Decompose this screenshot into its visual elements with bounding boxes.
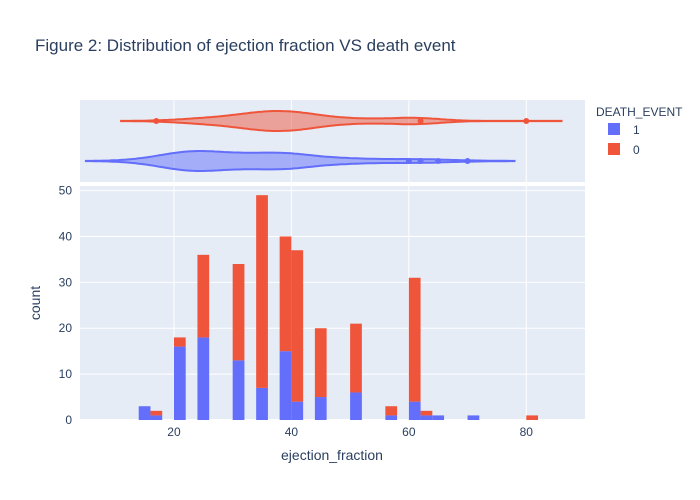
legend-swatch-1 [608, 123, 620, 135]
histogram-plot-area [80, 186, 585, 420]
violin-point-1[interactable] [417, 158, 424, 164]
x-tick-label: 40 [285, 425, 299, 439]
y-tick-labels: 0 10 20 30 40 50 [59, 184, 73, 427]
legend-label-0: 0 [633, 143, 640, 157]
violin-point-1[interactable] [435, 158, 442, 164]
bar-event-0[interactable] [279, 236, 292, 352]
violin-point-0[interactable] [523, 118, 530, 124]
legend-item-0[interactable]: 0 [608, 143, 640, 157]
bar-event-0[interactable] [350, 323, 362, 393]
bar-event-0[interactable] [173, 337, 186, 347]
bar-event-0[interactable] [408, 277, 421, 402]
x-tick-label: 60 [402, 425, 416, 439]
violin-body-1[interactable] [84, 150, 516, 172]
bar-event-1[interactable] [150, 415, 163, 420]
legend: DEATH_EVENT 1 0 [596, 105, 683, 157]
legend-label-1: 1 [633, 123, 640, 137]
legend-item-1[interactable]: 1 [608, 123, 640, 137]
violin-point-1[interactable] [464, 158, 471, 164]
y-tick-label: 10 [59, 367, 73, 381]
violin-body-0[interactable] [120, 110, 563, 132]
bar-event-1[interactable] [138, 406, 151, 420]
bar-event-0[interactable] [150, 410, 163, 416]
bar-event-1[interactable] [467, 415, 480, 420]
y-tick-label: 30 [59, 275, 73, 289]
bar-event-1[interactable] [256, 387, 268, 420]
bar-event-1[interactable] [197, 337, 210, 420]
bar-event-0[interactable] [314, 328, 327, 398]
bar-event-0[interactable] [256, 195, 268, 388]
violin-layer [84, 110, 563, 172]
bar-event-1[interactable] [291, 401, 304, 420]
bar-event-1[interactable] [173, 346, 186, 420]
x-tick-labels: 20 40 60 80 [167, 425, 533, 439]
violin-plot-area [80, 100, 585, 182]
x-tick-label: 80 [520, 425, 534, 439]
bar-event-1[interactable] [432, 415, 445, 420]
bar-event-1[interactable] [279, 351, 292, 420]
bar-event-1[interactable] [408, 401, 421, 420]
violin-point-1[interactable] [405, 158, 412, 164]
violin-point-0[interactable] [153, 118, 160, 124]
bar-event-1[interactable] [350, 392, 362, 420]
bar-event-1[interactable] [420, 415, 433, 420]
y-tick-label: 20 [59, 321, 73, 335]
bar-event-0[interactable] [385, 406, 398, 416]
bar-event-1[interactable] [314, 397, 327, 420]
y-tick-label: 50 [59, 184, 73, 198]
bar-event-0[interactable] [232, 264, 245, 361]
x-axis-title: ejection_fraction [281, 447, 383, 463]
bar-event-0[interactable] [420, 410, 433, 416]
bar-event-0[interactable] [197, 254, 210, 338]
bar-event-1[interactable] [385, 415, 398, 420]
bar-event-0[interactable] [526, 415, 539, 420]
y-tick-label: 0 [65, 413, 72, 427]
bar-event-0[interactable] [291, 250, 304, 402]
chart-title: Figure 2: Distribution of ejection fract… [35, 36, 456, 55]
y-axis-title: count [27, 286, 43, 320]
y-tick-label: 40 [59, 229, 73, 243]
bar-event-1[interactable] [232, 360, 245, 420]
x-tick-label: 20 [167, 425, 181, 439]
violin-point-0[interactable] [417, 118, 424, 124]
legend-swatch-0 [608, 143, 620, 155]
histogram-bars [138, 195, 539, 420]
legend-title: DEATH_EVENT [596, 105, 683, 119]
